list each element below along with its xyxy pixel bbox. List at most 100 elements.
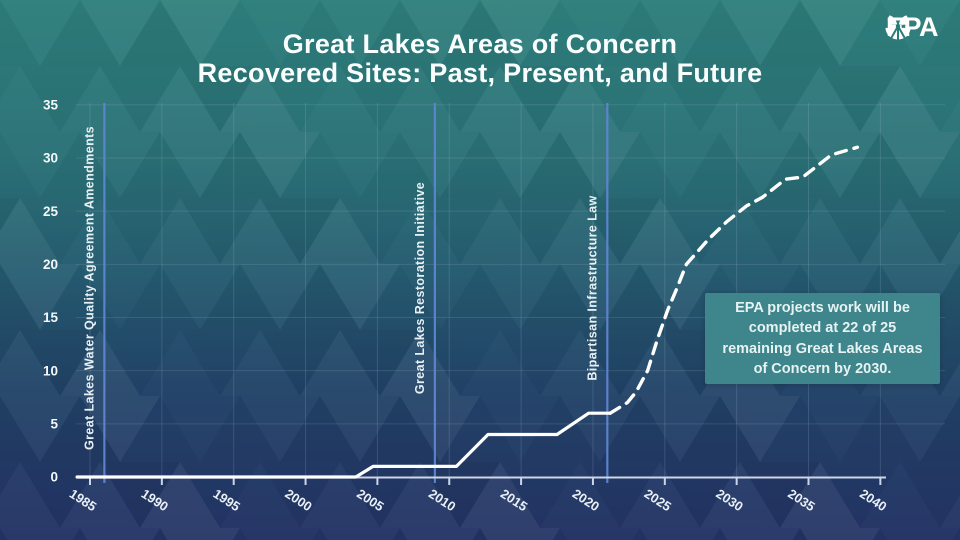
page-title-line2: Recovered Sites: Past, Present, and Futu… bbox=[197, 58, 763, 88]
bg-triangle bbox=[500, 198, 580, 264]
y-tick-label: 10 bbox=[43, 363, 58, 378]
bg-triangle bbox=[160, 132, 240, 198]
bg-triangle bbox=[520, 264, 600, 330]
bg-triangle bbox=[560, 132, 640, 198]
bg-triangle bbox=[500, 66, 580, 132]
bg-triangle bbox=[200, 264, 280, 330]
y-tick-label: 30 bbox=[43, 151, 58, 166]
bg-triangle bbox=[120, 0, 200, 66]
bg-triangle bbox=[880, 132, 960, 198]
bg-triangle bbox=[360, 396, 440, 462]
bg-triangle bbox=[472, 528, 488, 540]
bg-triangle bbox=[152, 528, 168, 540]
bg-triangle bbox=[120, 132, 200, 198]
x-tick-label: 2035 bbox=[785, 486, 817, 514]
x-tick-label: 2030 bbox=[713, 486, 745, 514]
bg-triangle bbox=[460, 66, 540, 132]
epa-logo: EPA bbox=[883, 12, 939, 43]
bg-triangle bbox=[0, 264, 40, 330]
bg-triangle bbox=[60, 330, 140, 396]
bg-triangle bbox=[60, 462, 140, 528]
bg-triangle bbox=[220, 198, 300, 264]
bg-triangle bbox=[0, 198, 60, 264]
bg-triangle bbox=[0, 396, 80, 462]
x-tick-label: 1985 bbox=[67, 486, 99, 514]
bg-triangle bbox=[140, 66, 220, 132]
bg-triangle bbox=[680, 0, 760, 66]
bg-triangle bbox=[640, 264, 720, 330]
x-tick-label: 2020 bbox=[570, 486, 602, 514]
page-title: Great Lakes Areas of Concern Recovered S… bbox=[0, 30, 960, 88]
bg-triangle bbox=[0, 330, 60, 396]
y-tick-label: 35 bbox=[43, 98, 59, 113]
bg-triangle bbox=[900, 198, 960, 264]
bg-triangle bbox=[700, 462, 780, 528]
bg-triangle bbox=[180, 66, 260, 132]
page-title-line1: Great Lakes Areas of Concern bbox=[282, 29, 678, 59]
bg-triangle bbox=[712, 528, 728, 540]
series-line-solid bbox=[75, 411, 612, 479]
bg-triangle bbox=[320, 396, 400, 462]
bg-triangle bbox=[260, 198, 340, 264]
bg-triangle bbox=[440, 132, 520, 198]
bg-triangle bbox=[560, 264, 640, 330]
annotation-line: completed at 22 of 25 bbox=[748, 320, 897, 336]
event-line-label: Great Lakes Restoration Initiative bbox=[413, 182, 427, 394]
bg-triangle bbox=[640, 396, 720, 462]
projection-annotation-box: EPA projects work will be completed at 2… bbox=[705, 293, 940, 384]
bg-triangle bbox=[760, 0, 840, 66]
bg-triangle bbox=[360, 0, 440, 66]
bg-triangle bbox=[720, 0, 800, 66]
bg-triangle bbox=[540, 66, 620, 132]
bg-triangle bbox=[920, 396, 960, 462]
bg-triangle bbox=[860, 66, 940, 132]
bg-triangle bbox=[580, 330, 660, 396]
x-tick-label: 2005 bbox=[354, 486, 386, 514]
bg-triangle bbox=[0, 396, 40, 462]
bg-triangle bbox=[40, 0, 120, 66]
bg-triangle bbox=[520, 132, 600, 198]
bg-triangle bbox=[80, 0, 160, 66]
bg-triangle bbox=[820, 66, 900, 132]
bg-triangle bbox=[620, 198, 700, 264]
event-line-label: Great Lakes Water Quality Agreement Amen… bbox=[82, 126, 96, 450]
bg-triangle bbox=[600, 396, 680, 462]
series-line-dashed bbox=[608, 145, 860, 415]
bg-triangle bbox=[20, 330, 100, 396]
bg-triangle bbox=[160, 528, 240, 540]
y-tick-label: 15 bbox=[43, 310, 59, 325]
bg-triangle bbox=[140, 462, 220, 528]
bg-triangle bbox=[480, 0, 560, 66]
bg-triangle bbox=[620, 330, 700, 396]
bg-triangle bbox=[940, 363, 960, 396]
bg-triangle bbox=[800, 528, 880, 540]
bg-triangle bbox=[340, 330, 420, 396]
event-line-label: Bipartisan Infrastructure Law bbox=[585, 195, 599, 380]
bg-triangle bbox=[320, 264, 400, 330]
bg-triangle bbox=[480, 132, 560, 198]
bg-triangle bbox=[420, 66, 500, 132]
bg-triangle bbox=[100, 66, 180, 132]
bg-triangle bbox=[540, 198, 620, 264]
x-tick-label: 1990 bbox=[139, 486, 171, 514]
bg-triangle bbox=[160, 0, 240, 66]
bg-triangle bbox=[800, 0, 880, 66]
bg-triangle bbox=[780, 66, 860, 132]
bg-triangle bbox=[80, 396, 160, 462]
bg-triangle bbox=[780, 462, 860, 528]
bg-triangle bbox=[0, 330, 20, 363]
bg-triangle bbox=[400, 528, 480, 540]
bg-triangle bbox=[280, 264, 360, 330]
bg-triangle bbox=[940, 231, 960, 264]
y-tick-label: 25 bbox=[43, 204, 59, 219]
bg-triangle bbox=[0, 198, 20, 231]
bg-triangle bbox=[792, 528, 808, 540]
bg-triangle bbox=[460, 462, 540, 528]
bg-triangle bbox=[80, 528, 160, 540]
bg-triangle bbox=[0, 264, 80, 330]
bg-triangle bbox=[580, 198, 660, 264]
y-tick-label: 5 bbox=[50, 417, 58, 432]
bg-triangle bbox=[380, 462, 460, 528]
bg-triangle bbox=[180, 198, 260, 264]
